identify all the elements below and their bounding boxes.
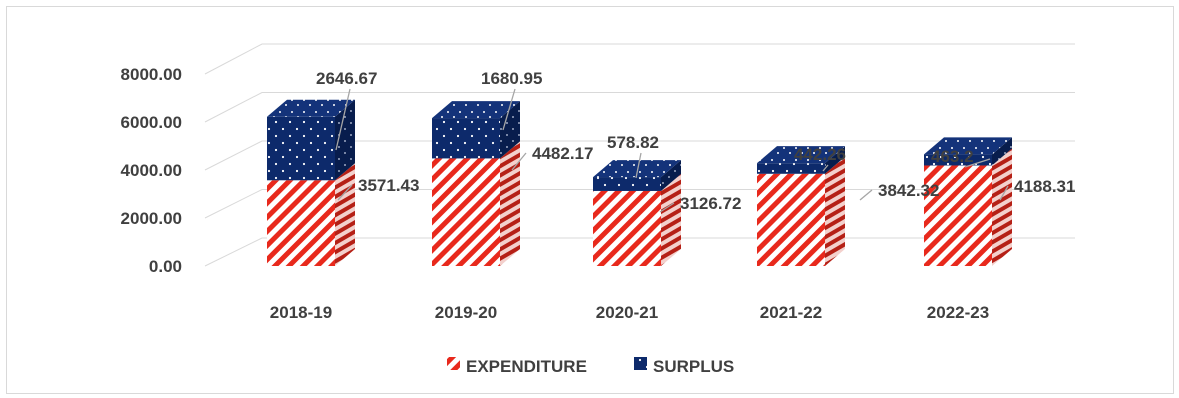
y-tick-label: 6000.00 <box>121 113 182 132</box>
data-label-expenditure: 3842.32 <box>878 181 939 200</box>
bar-surplus[interactable] <box>757 163 825 174</box>
bar-surplus-side <box>335 99 355 181</box>
bar-surplus-side <box>825 146 845 174</box>
bar-top <box>593 160 681 178</box>
bar-surplus-side <box>500 101 520 159</box>
legend-swatch-surplus <box>634 357 647 370</box>
legend-swatch-expenditure <box>447 357 460 370</box>
bar-top <box>924 137 1012 155</box>
leader-line <box>999 185 1009 201</box>
data-label-surplus: 578.82 <box>607 133 659 152</box>
x-tick-label: 2020-21 <box>596 303 658 322</box>
y-tick-label: 8000.00 <box>121 65 182 84</box>
bar-expenditure[interactable] <box>267 180 335 266</box>
data-label-surplus: 1680.95 <box>481 69 542 88</box>
y-tick-label: 0.00 <box>149 257 182 276</box>
bar-top <box>757 146 845 164</box>
bar-surplus[interactable] <box>924 154 992 166</box>
bar-expenditure[interactable] <box>757 173 825 266</box>
bar-expenditure[interactable] <box>924 165 992 266</box>
data-label-expenditure: 4188.31 <box>1014 177 1075 196</box>
bar-expenditure-side <box>661 173 681 266</box>
bar-group[interactable] <box>924 137 1012 266</box>
data-label-surplus: 2646.67 <box>316 69 377 88</box>
legend-label-expenditure: EXPENDITURE <box>466 357 587 376</box>
leader-line <box>659 202 675 213</box>
leader-line <box>337 184 353 201</box>
bar-expenditure[interactable] <box>593 190 661 266</box>
data-label-expenditure: 4482.17 <box>532 144 593 163</box>
x-tick-label: 2019-20 <box>435 303 497 322</box>
leader-line <box>822 164 829 172</box>
legend: EXPENDITURE SURPLUS <box>447 357 734 376</box>
leader-line <box>964 158 991 168</box>
bar-surplus-side <box>992 137 1012 166</box>
bar-expenditure-side <box>500 141 520 266</box>
bar-group[interactable] <box>432 101 520 266</box>
bar-expenditure-side <box>992 148 1012 266</box>
leader-line <box>502 88 516 131</box>
bar-expenditure-side <box>335 163 355 266</box>
bar-group[interactable] <box>757 146 845 266</box>
data-label-surplus: 463.2 <box>931 147 974 166</box>
leader-line <box>859 189 873 201</box>
legend-label-surplus: SURPLUS <box>653 357 734 376</box>
bar-expenditure-side <box>825 156 845 266</box>
y-tick-label: 2000.00 <box>121 209 182 228</box>
bar-top <box>432 101 520 119</box>
x-tick-label: 2018-19 <box>270 303 332 322</box>
leader-line <box>335 88 351 151</box>
x-tick-label: 2022-23 <box>927 303 989 322</box>
leader-line <box>511 152 527 171</box>
gridline <box>204 43 1075 75</box>
leader-line <box>635 152 642 179</box>
data-label-surplus: 442.26 <box>794 145 846 164</box>
bar-expenditure[interactable] <box>432 158 500 266</box>
bar-surplus[interactable] <box>593 177 661 191</box>
y-tick-label: 4000.00 <box>121 161 182 180</box>
legend-item-surplus[interactable]: SURPLUS <box>634 357 734 376</box>
x-tick-label: 2021-22 <box>760 303 822 322</box>
bar-surplus-side <box>661 160 681 191</box>
data-label-expenditure: 3126.72 <box>680 194 741 213</box>
bar-surplus[interactable] <box>267 116 335 181</box>
bar-group[interactable] <box>267 99 355 266</box>
bar-surplus[interactable] <box>432 118 500 159</box>
bar-top <box>267 99 355 117</box>
gridline <box>204 140 1075 171</box>
gridline <box>204 92 1075 123</box>
bar-group[interactable] <box>593 160 681 266</box>
legend-item-expenditure[interactable]: EXPENDITURE <box>447 357 587 376</box>
data-label-expenditure: 3571.43 <box>358 176 419 195</box>
